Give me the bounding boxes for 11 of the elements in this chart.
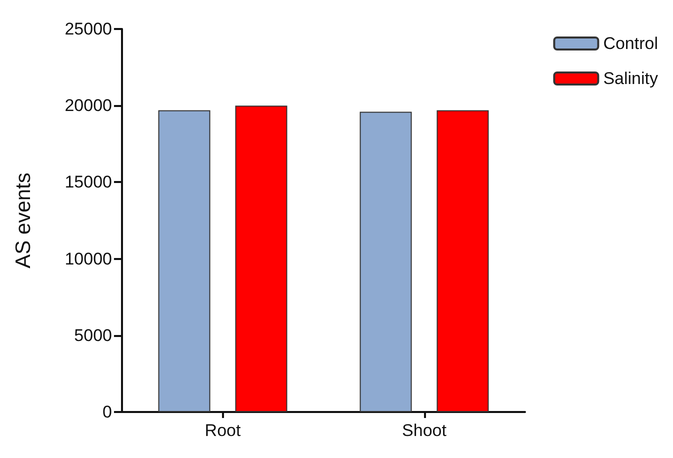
x-tick-label: Root	[204, 421, 241, 440]
legend-label: Salinity	[603, 69, 658, 88]
y-tick-label: 25000	[64, 20, 112, 38]
x-tick-label: Shoot	[402, 421, 447, 440]
y-tick-label: 15000	[64, 172, 112, 192]
legend-label: Control	[603, 34, 658, 53]
y-tick-label: 10000	[64, 249, 112, 268]
y-tick-label: 20000	[64, 96, 112, 116]
y-tick-label: 5000	[74, 326, 112, 345]
y-axis-title: AS events	[12, 172, 35, 268]
y-tick-label: 0	[102, 402, 112, 422]
